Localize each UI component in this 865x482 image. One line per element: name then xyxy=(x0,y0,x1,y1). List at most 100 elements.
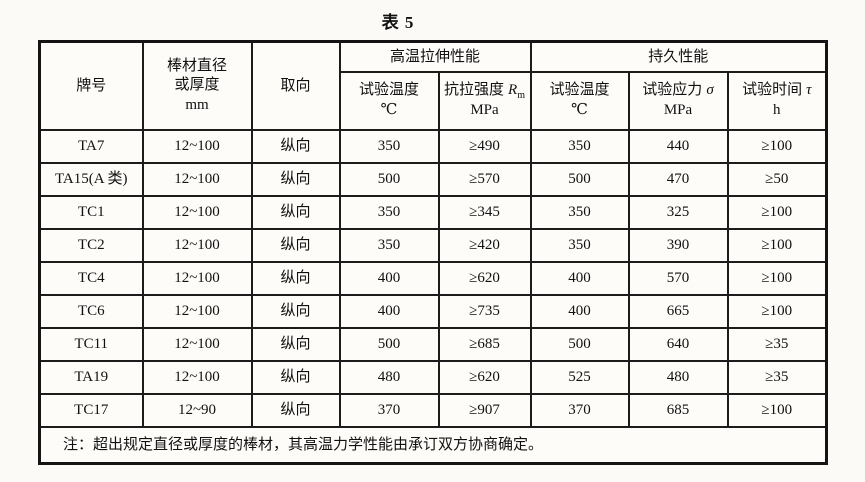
subheader-label: 抗拉强度 Rm xyxy=(444,82,525,101)
cell-orientation: 纵向 xyxy=(250,161,341,197)
cell-orientation: 纵向 xyxy=(250,260,341,296)
cell-diameter: 12~100 xyxy=(141,194,253,230)
note-row: 注：超出规定直径或厚度的棒材，其高温力学性能由承订双方协商确定。 xyxy=(38,425,828,465)
cell-endurance-time: ≥100 xyxy=(726,293,828,329)
header-size-line1: 棒材直径 xyxy=(166,57,227,74)
cell-endurance-time: ≥35 xyxy=(726,326,828,362)
cell-orientation: 纵向 xyxy=(250,194,341,230)
cell-tensile-strength: ≥570 xyxy=(437,161,532,197)
header-grade: 牌号 xyxy=(38,40,144,131)
cell-tensile-strength: ≥735 xyxy=(437,293,532,329)
cell-endurance-stress: 480 xyxy=(627,359,729,395)
table-row: TC11 12~100 纵向 500 ≥685 500 640 ≥35 xyxy=(38,326,828,362)
subheader-label: 试验时间 τ xyxy=(742,82,812,98)
cell-diameter: 12~100 xyxy=(141,260,253,296)
table-row: TC6 12~100 纵向 400 ≥735 400 665 ≥100 xyxy=(38,293,828,329)
cell-endurance-stress: 325 xyxy=(627,194,729,230)
cell-tensile-temp: 370 xyxy=(338,392,440,428)
cell-orientation: 纵向 xyxy=(250,326,341,362)
header-group-tensile: 高温拉伸性能 xyxy=(338,40,532,73)
cell-diameter: 12~100 xyxy=(141,128,253,164)
cell-tensile-strength: ≥345 xyxy=(437,194,532,230)
header-size-unit: mm xyxy=(185,96,209,113)
subheader-test-stress: 试验应力 σ MPa xyxy=(627,70,729,131)
header-size-line2: 或厚度 xyxy=(174,77,220,93)
cell-tensile-strength: ≥490 xyxy=(437,128,532,164)
subheader-label: 试验温度 xyxy=(549,82,610,98)
subheader-unit: ℃ xyxy=(571,101,588,118)
table-row: TA15(A 类) 12~100 纵向 500 ≥570 500 470 ≥50 xyxy=(38,161,828,197)
subheader-unit: h xyxy=(773,101,781,118)
cell-endurance-time: ≥100 xyxy=(726,227,828,263)
table-row: TA7 12~100 纵向 350 ≥490 350 440 ≥100 xyxy=(38,128,828,164)
cell-grade: TC6 xyxy=(38,293,144,329)
cell-endurance-time: ≥35 xyxy=(726,359,828,395)
table-caption: 表 5 xyxy=(381,13,415,32)
cell-endurance-temp: 500 xyxy=(529,326,630,362)
cell-diameter: 12~100 xyxy=(141,359,253,395)
subheader-unit: MPa xyxy=(470,101,499,118)
header-size: 棒材直径 或厚度 mm xyxy=(141,40,253,131)
cell-endurance-stress: 470 xyxy=(627,161,729,197)
cell-endurance-time: ≥100 xyxy=(726,392,828,428)
table-row: TC1 12~100 纵向 350 ≥345 350 325 ≥100 xyxy=(38,194,828,230)
cell-tensile-strength: ≥420 xyxy=(437,227,532,263)
cell-tensile-temp: 350 xyxy=(338,227,440,263)
cell-endurance-temp: 525 xyxy=(529,359,630,395)
cell-tensile-strength: ≥620 xyxy=(437,359,532,395)
table-footnote: 注：超出规定直径或厚度的棒材，其高温力学性能由承订双方协商确定。 xyxy=(38,425,828,465)
cell-endurance-stress: 685 xyxy=(627,392,729,428)
cell-tensile-temp: 480 xyxy=(338,359,440,395)
cell-tensile-temp: 500 xyxy=(338,161,440,197)
cell-tensile-temp: 400 xyxy=(338,293,440,329)
cell-diameter: 12~100 xyxy=(141,293,253,329)
cell-endurance-time: ≥100 xyxy=(726,194,828,230)
cell-diameter: 12~100 xyxy=(141,227,253,263)
cell-tensile-temp: 350 xyxy=(338,194,440,230)
cell-endurance-temp: 400 xyxy=(529,293,630,329)
cell-endurance-stress: 665 xyxy=(627,293,729,329)
cell-tensile-strength: ≥620 xyxy=(437,260,532,296)
cell-endurance-temp: 350 xyxy=(529,227,630,263)
cell-grade: TA7 xyxy=(38,128,144,164)
subheader-test-time: 试验时间 τ h xyxy=(726,70,828,131)
cell-grade: TA19 xyxy=(38,359,144,395)
cell-endurance-time: ≥100 xyxy=(726,128,828,164)
cell-endurance-stress: 390 xyxy=(627,227,729,263)
cell-tensile-temp: 350 xyxy=(338,128,440,164)
cell-grade: TA15(A 类) xyxy=(38,161,144,197)
cell-grade: TC2 xyxy=(38,227,144,263)
cell-diameter: 12~100 xyxy=(141,326,253,362)
subheader-unit: MPa xyxy=(663,101,693,118)
cell-endurance-stress: 570 xyxy=(627,260,729,296)
cell-tensile-temp: 500 xyxy=(338,326,440,362)
cell-endurance-temp: 500 xyxy=(529,161,630,197)
cell-orientation: 纵向 xyxy=(250,392,341,428)
spec-table: 牌号 棒材直径 或厚度 mm 取向 高温拉伸性能 持久性能 试验温度 ℃ 抗拉强… xyxy=(38,40,829,465)
table-row: TA19 12~100 纵向 480 ≥620 525 480 ≥35 xyxy=(38,359,828,395)
cell-diameter: 12~90 xyxy=(141,392,253,428)
subheader-endurance-test-temp: 试验温度 ℃ xyxy=(529,70,630,131)
table-row: TC17 12~90 纵向 370 ≥907 370 685 ≥100 xyxy=(38,392,828,428)
cell-diameter: 12~100 xyxy=(141,161,253,197)
cell-endurance-time: ≥50 xyxy=(726,161,828,197)
cell-tensile-temp: 400 xyxy=(338,260,440,296)
table-row: TC2 12~100 纵向 350 ≥420 350 390 ≥100 xyxy=(38,227,828,263)
cell-orientation: 纵向 xyxy=(250,227,341,263)
table-row: TC4 12~100 纵向 400 ≥620 400 570 ≥100 xyxy=(38,260,828,296)
cell-endurance-stress: 640 xyxy=(627,326,729,362)
cell-endurance-time: ≥100 xyxy=(726,260,828,296)
cell-tensile-strength: ≥685 xyxy=(437,326,532,362)
header-orientation: 取向 xyxy=(250,40,341,131)
cell-endurance-stress: 440 xyxy=(627,128,729,164)
subheader-label: 试验应力 σ xyxy=(642,82,714,98)
cell-endurance-temp: 350 xyxy=(529,128,630,164)
cell-endurance-temp: 400 xyxy=(529,260,630,296)
header-group-endurance: 持久性能 xyxy=(529,40,828,73)
subheader-unit: ℃ xyxy=(380,101,398,118)
cell-grade: TC11 xyxy=(38,326,144,362)
subheader-tensile-test-temp: 试验温度 ℃ xyxy=(338,70,440,131)
cell-grade: TC4 xyxy=(38,260,144,296)
cell-grade: TC17 xyxy=(38,392,144,428)
